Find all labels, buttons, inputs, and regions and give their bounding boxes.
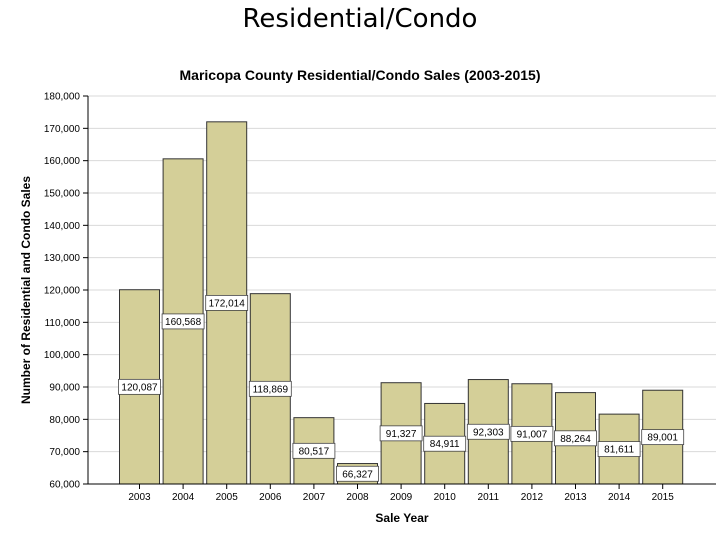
data-label-box xyxy=(554,430,597,447)
y-tick-label: 70,000 xyxy=(49,447,80,458)
slide-title: Residential/Condo xyxy=(242,4,478,34)
data-label-box xyxy=(161,313,205,330)
y-tick-label: 130,000 xyxy=(44,253,81,264)
x-tick-label: 2014 xyxy=(608,492,631,503)
data-label: 91,007 xyxy=(517,429,548,440)
x-tick-label: 2004 xyxy=(172,492,195,503)
y-tick-label: 80,000 xyxy=(49,415,80,426)
data-label: 172,014 xyxy=(209,298,246,309)
x-axis-title: Sale Year xyxy=(375,511,428,525)
data-label: 80,517 xyxy=(299,446,330,457)
y-tick-label: 160,000 xyxy=(44,156,81,167)
data-label: 88,264 xyxy=(560,434,591,445)
data-label: 120,087 xyxy=(121,382,158,393)
x-tick-label: 2008 xyxy=(346,492,369,503)
data-label-box xyxy=(336,465,379,482)
x-tick-label: 2007 xyxy=(303,492,326,503)
data-label-box xyxy=(466,423,510,440)
data-label-box xyxy=(510,425,554,442)
y-tick-label: 100,000 xyxy=(44,350,81,361)
y-tick-label: 140,000 xyxy=(44,221,81,232)
x-tick-label: 2013 xyxy=(564,492,587,503)
data-label-box xyxy=(423,435,467,452)
y-tick-label: 90,000 xyxy=(49,383,80,394)
x-axis: 2003 2004 2005 2006 2007 2008 2009 2010 2011 2012… xyxy=(88,483,716,503)
y-tick-label: 120,000 xyxy=(44,286,81,297)
data-label-box xyxy=(641,429,685,446)
y-tick-label: 110,000 xyxy=(45,318,81,329)
x-tick-label: 2011 xyxy=(478,492,500,503)
data-label: 91,327 xyxy=(386,429,417,440)
x-tick-label: 2015 xyxy=(652,492,675,503)
data-label-box xyxy=(379,425,423,442)
data-label: 118,869 xyxy=(253,384,289,395)
data-label-box xyxy=(205,295,249,311)
chart-title: Maricopa County Residential/Condo Sales … xyxy=(180,67,541,83)
data-label-box xyxy=(292,442,336,459)
y-tick-label: 180,000 xyxy=(44,92,81,103)
data-label-box xyxy=(248,380,292,397)
y-tick-label: 150,000 xyxy=(44,189,81,200)
data-label: 81,611 xyxy=(604,445,634,456)
data-label: 66,327 xyxy=(342,469,373,480)
data-label: 160,568 xyxy=(165,317,202,328)
x-tick-label: 2003 xyxy=(128,492,151,503)
data-label: 89,001 xyxy=(647,433,678,444)
x-tick-label: 2009 xyxy=(390,492,413,503)
data-label: 84,911 xyxy=(430,439,460,450)
data-label: 92,303 xyxy=(473,427,504,438)
y-tick-label: 60,000 xyxy=(49,480,80,491)
x-tick-label: 2010 xyxy=(434,492,457,503)
x-tick-label: 2006 xyxy=(259,492,282,503)
data-label-box xyxy=(597,441,641,457)
y-axis-title: Number of Residential and Condo Sales xyxy=(19,176,33,404)
data-label-box xyxy=(118,378,161,395)
y-axis: 60,000 70,000 80,000 90,000 100,000 110,000 12… xyxy=(44,92,89,491)
y-tick-label: 170,000 xyxy=(44,124,81,135)
x-tick-label: 2012 xyxy=(521,492,544,503)
x-tick-label: 2005 xyxy=(216,492,239,503)
data-labels: 120,087 160,568 172,014 118,869 80,517 66,327… xyxy=(118,295,685,482)
